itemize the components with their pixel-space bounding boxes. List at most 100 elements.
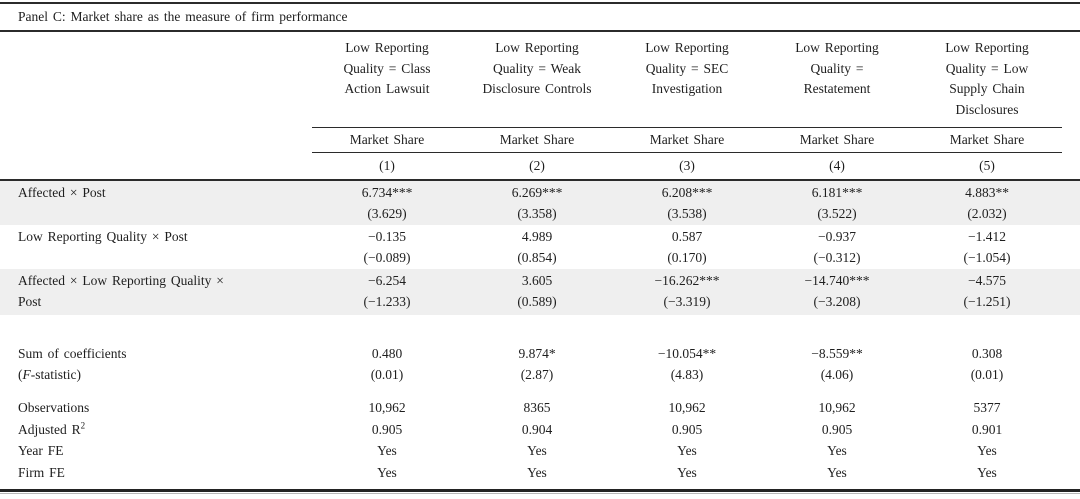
t-statistic: (0.854) (517, 250, 557, 265)
coefficient-value: −0.937 (818, 229, 856, 244)
stat-value: Yes (677, 464, 697, 480)
coefficient-value: 6.181*** (811, 185, 863, 200)
result-cell: 9.874* (2.87) (462, 343, 612, 385)
measure-subrule (0, 152, 1080, 153)
row-label-line: Low Reporting Quality × Post (18, 229, 188, 244)
stat-value: Yes (527, 443, 547, 458)
measure-header: Market Share (949, 132, 1025, 147)
bottom-rule (0, 489, 1080, 494)
stat-value: 0.904 (521, 421, 553, 437)
coefficient-value: 4.989 (521, 229, 553, 244)
row-label: Low Reporting Quality × Post (18, 226, 312, 268)
stat-value: Yes (377, 443, 397, 458)
row-label: Affected × Low Reporting Quality × Post (18, 270, 312, 312)
f-statistic-value: (0.01) (370, 367, 404, 382)
row-label: Affected × Post (18, 182, 312, 224)
row-label: Adjusted R2 (18, 420, 86, 437)
section-spacer (0, 315, 1080, 343)
column-header: Low Reporting Quality = Weak Disclosure … (462, 38, 612, 120)
column-header: Low Reporting Quality = SEC Investigatio… (612, 38, 762, 120)
result-cell: −1.412 (−1.054) (912, 226, 1062, 268)
column-number: (5) (979, 158, 995, 173)
column-header-text: Low Reporting Quality = Weak Disclosure … (482, 40, 592, 96)
result-cell: −10.054** (4.83) (612, 343, 762, 385)
observations-row: Observations 10,962 8365 10,962 10,962 5… (0, 397, 1080, 419)
sum-value: 9.874* (518, 346, 556, 361)
result-cell: −16.262*** (−3.319) (612, 270, 762, 312)
f-statistic-value: (4.83) (670, 367, 704, 382)
header-label-spacer (18, 38, 312, 120)
result-cell: −4.575 (−1.251) (912, 270, 1062, 312)
coefficient-value: −6.254 (368, 273, 406, 288)
t-statistic: (−0.089) (363, 250, 411, 265)
panel-title: Panel C: Market share as the measure of … (18, 9, 348, 24)
top-rule (0, 2, 1080, 4)
row-label-line: Affected × Post (18, 185, 106, 200)
adjusted-r2-row: Adjusted R2 0.905 0.904 0.905 0.905 0.90… (0, 419, 1080, 441)
stat-value: 0.905 (821, 421, 853, 437)
column-header-text: Low Reporting Quality = SEC Investigatio… (645, 40, 729, 96)
coefficient-value: −14.740*** (804, 273, 870, 288)
measure-header: Market Share (349, 132, 425, 147)
stat-value: Yes (527, 464, 547, 480)
stat-value: 5377 (973, 400, 1001, 415)
result-cell: −14.740*** (−3.208) (762, 270, 912, 312)
column-header: Low Reporting Quality = Restatement (762, 38, 912, 120)
stat-value: 0.905 (371, 421, 403, 437)
title-bottom-rule (0, 30, 1080, 32)
t-statistic: (−3.319) (663, 294, 711, 309)
coefficient-value: −16.262*** (654, 273, 720, 288)
f-statistic-value: (4.06) (820, 367, 854, 382)
t-statistic: (0.589) (517, 294, 557, 309)
number-label-spacer (18, 153, 312, 179)
table-row-affected-post: Affected × Post 6.734*** (3.629) 6.269**… (0, 181, 1080, 225)
result-cell: 3.605 (0.589) (462, 270, 612, 312)
column-header: Low Reporting Quality = Class Action Law… (312, 38, 462, 120)
stat-value: Yes (377, 464, 397, 480)
measure-label-spacer (18, 128, 312, 152)
sum-value: 0.308 (971, 346, 1003, 361)
coefficient-value: 0.587 (671, 229, 703, 244)
measure-header: Market Share (649, 132, 725, 147)
coefficient-value: 4.883** (965, 185, 1009, 200)
measure-header-row: Market Share Market Share Market Share M… (0, 128, 1080, 152)
firm-fe-row: Firm FE Yes Yes Yes Yes Yes (0, 462, 1080, 484)
t-statistic: (−1.251) (963, 294, 1011, 309)
measure-header: Market Share (499, 132, 575, 147)
sum-value: 0.480 (371, 346, 403, 361)
t-statistic: (−1.233) (363, 294, 411, 309)
coefficient-value: 6.269*** (511, 185, 563, 200)
coefficient-value: −1.412 (968, 229, 1006, 244)
column-number: (1) (379, 158, 395, 173)
stat-value: 10,962 (818, 400, 856, 415)
column-number: (3) (679, 158, 695, 173)
sum-of-coefficients-row: Sum of coefficients (F-statistic) 0.480 … (0, 343, 1080, 385)
section-spacer (0, 385, 1080, 397)
table-row-triple-interaction: Affected × Low Reporting Quality × Post … (0, 269, 1080, 315)
stat-value: 10,962 (368, 400, 406, 415)
result-cell: −0.135 (−0.089) (312, 226, 462, 268)
column-header-text: Low Reporting Quality = Class Action Law… (343, 40, 431, 96)
t-statistic: (2.032) (967, 206, 1007, 221)
t-statistic: (0.170) (667, 250, 707, 265)
coefficient-value: 3.605 (521, 273, 553, 288)
f-statistic-label: (F-statistic) (18, 367, 81, 382)
result-cell: −8.559** (4.06) (762, 343, 912, 385)
t-statistic: (3.629) (367, 206, 407, 221)
stat-value: Yes (977, 464, 997, 480)
coefficient-value: 6.734*** (361, 185, 413, 200)
stat-value: Yes (977, 443, 997, 458)
column-number-row: (1) (2) (3) (4) (5) (0, 153, 1080, 179)
result-cell: 6.269*** (3.358) (462, 182, 612, 224)
column-header-text: Low Reporting Quality = Restatement (795, 40, 879, 96)
header-bottom-rule (0, 179, 1080, 181)
row-label-line: Post (18, 294, 42, 309)
sum-value: −10.054** (657, 346, 717, 361)
sum-value: −8.559** (811, 346, 863, 361)
result-cell: 0.587 (0.170) (612, 226, 762, 268)
stat-value: Yes (677, 443, 697, 458)
table-row-lrq-post: Low Reporting Quality × Post −0.135 (−0.… (0, 225, 1080, 269)
row-label: Year FE (18, 443, 64, 458)
stat-value: Yes (827, 443, 847, 458)
row-label: Observations (18, 400, 90, 415)
